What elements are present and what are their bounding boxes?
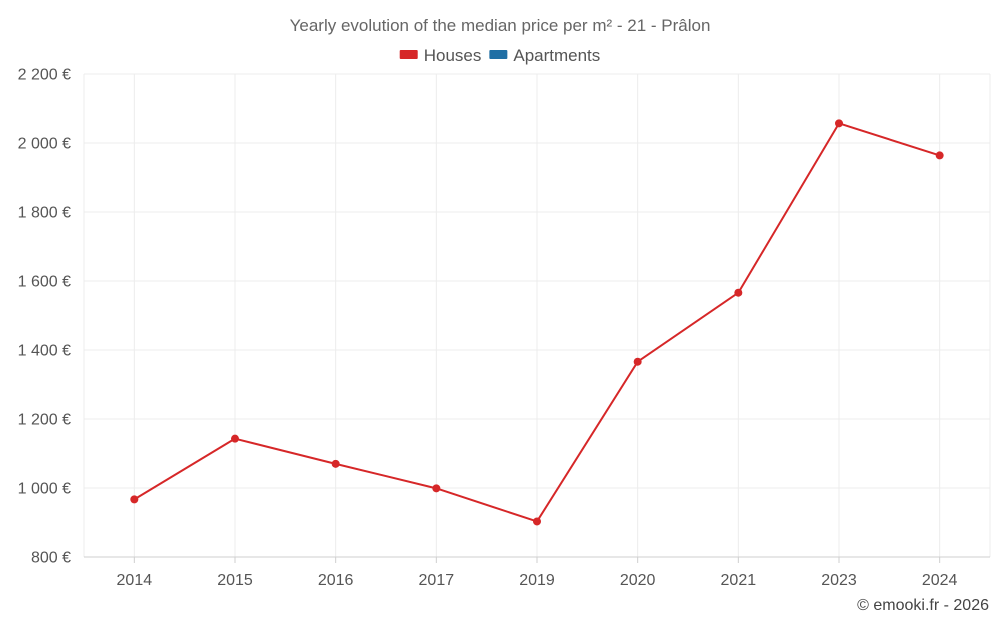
data-point-houses[interactable] [432, 484, 441, 493]
y-tick-label: 1 000 € [18, 481, 71, 498]
x-tick-label: 2024 [922, 572, 958, 589]
credit-text: © emooki.fr - 2026 [857, 597, 989, 614]
series-layer [130, 119, 944, 526]
y-tick-label: 1 600 € [18, 274, 71, 291]
data-point-houses[interactable] [130, 495, 139, 504]
legend-item-apartments[interactable]: Apartments [489, 46, 600, 65]
y-tick-label: 1 800 € [18, 205, 71, 222]
grid [83, 73, 991, 557]
x-tick-label: 2019 [519, 572, 555, 589]
legend-swatch [399, 50, 418, 59]
data-point-houses[interactable] [734, 288, 743, 297]
data-point-houses[interactable] [835, 119, 843, 128]
x-tick-label: 2015 [217, 572, 253, 589]
x-tick-label: 2023 [821, 572, 857, 589]
x-tick-label: 2017 [419, 572, 455, 589]
x-tick-label: 2016 [318, 572, 354, 589]
x-tick-label: 2014 [117, 572, 153, 589]
legend-label: Houses [424, 46, 482, 65]
chart-title: Yearly evolution of the median price per… [290, 16, 711, 35]
data-point-houses[interactable] [331, 459, 340, 468]
y-tick-label: 1 200 € [18, 412, 71, 429]
y-tick-label: 1 400 € [18, 343, 71, 360]
y-tick-label: 2 000 € [18, 136, 71, 153]
data-point-houses[interactable] [935, 151, 944, 160]
x-tick-label: 2020 [620, 572, 656, 589]
x-tick-label: 2021 [721, 572, 757, 589]
y-tick-label: 800 € [31, 550, 71, 567]
data-point-houses[interactable] [633, 357, 642, 366]
legend: Houses Apartments [399, 46, 600, 65]
data-point-houses[interactable] [231, 434, 239, 443]
axes: 800 € 1 000 € 1 200 € 1 400 € 1 600 € 1 800 €… [18, 67, 990, 589]
legend-swatch [489, 50, 508, 59]
y-tick-label: 2 200 € [18, 67, 71, 84]
legend-item-houses[interactable]: Houses [399, 46, 482, 65]
data-point-houses[interactable] [533, 517, 541, 526]
legend-label: Apartments [513, 46, 600, 65]
